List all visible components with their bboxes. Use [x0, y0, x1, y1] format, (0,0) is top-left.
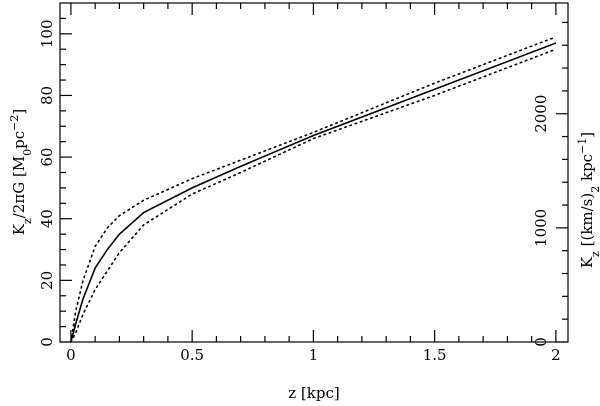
axis-label-part: ]: [578, 132, 596, 138]
x-tick-label: 1.5: [423, 346, 447, 364]
axis-label-part: [(km/s): [578, 193, 596, 251]
y2-tick-label: 2000: [532, 95, 550, 133]
axis-label-part: 0: [21, 149, 34, 156]
x-axis-label: z [kpc]: [288, 384, 339, 402]
series-line: [70, 48, 557, 343]
axis-label-part: −2: [8, 115, 21, 131]
y2-tick-label: 1000: [532, 209, 550, 247]
y-axis-label: Kz/2πG [M0pc−2]: [8, 109, 34, 236]
series-line: [70, 42, 557, 343]
axis-label-part: z: [589, 251, 600, 257]
y-tick-label: 80: [38, 86, 56, 105]
axis-label-part: K: [10, 223, 28, 235]
y2-axis-label: Kz [(km/s)2 kpc−1]: [576, 132, 600, 268]
x-tick-label: 0.5: [180, 346, 204, 364]
axis-label-part: pc: [10, 131, 28, 149]
plot-frame: [59, 2, 569, 343]
axis-label-part: 2: [589, 186, 600, 193]
y-tick-label: 60: [38, 148, 56, 167]
axis-label-part: kpc: [578, 154, 596, 186]
y2-tick-label: 0: [532, 337, 550, 347]
axis-label-part: K: [578, 256, 596, 268]
axis-label-part: −1: [576, 138, 589, 154]
series-line: [70, 36, 557, 343]
x-tick-label: 0: [66, 346, 76, 364]
y-tick-label: 0: [38, 337, 56, 347]
axis-label-part: /2πG [M: [10, 156, 28, 218]
y-tick-label: 20: [38, 271, 56, 290]
y-tick-label: 100: [38, 19, 56, 48]
axis-label-part: z: [21, 218, 34, 224]
x-tick-label: 2: [551, 346, 561, 364]
y-tick-label: 40: [38, 209, 56, 228]
x-tick-label: 1: [309, 346, 319, 364]
axis-label-part: ]: [10, 109, 28, 115]
